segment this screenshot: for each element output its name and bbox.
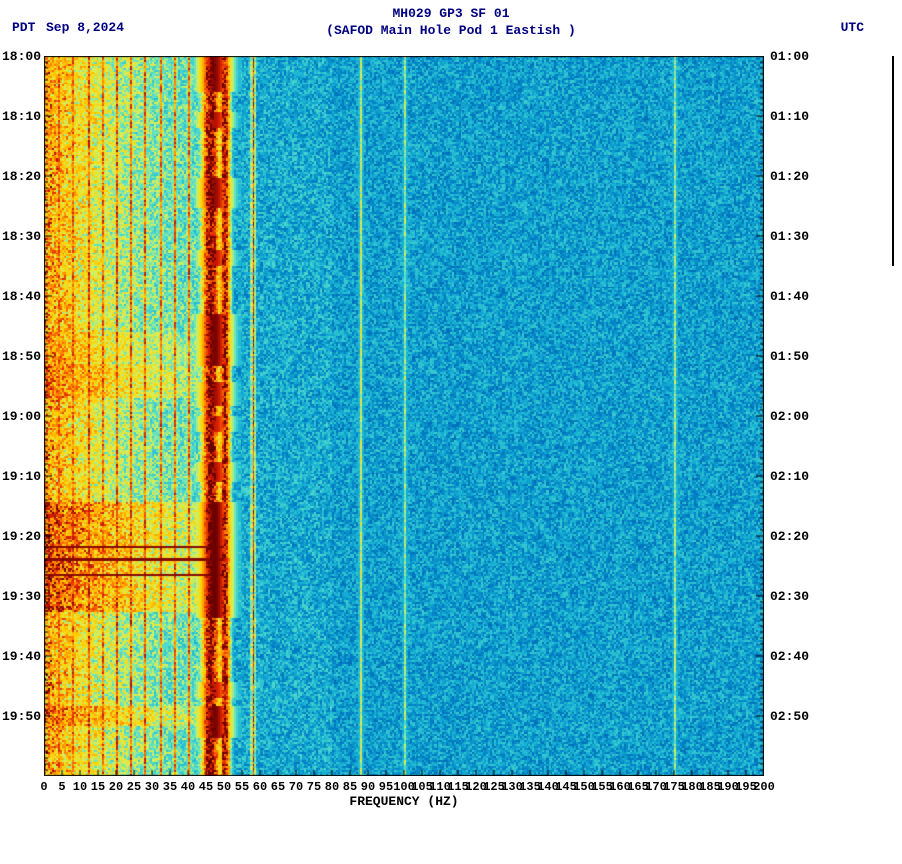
x-tick-label: 55 xyxy=(235,780,249,794)
y-right-tick-label: 01:40 xyxy=(770,289,809,304)
y-left-tick-label: 18:30 xyxy=(2,229,41,244)
chart-title: MH029 GP3 SF 01 xyxy=(0,6,902,21)
x-tick-label: 60 xyxy=(253,780,267,794)
y-right-tick-label: 02:40 xyxy=(770,649,809,664)
y-right-tick-label: 02:30 xyxy=(770,589,809,604)
x-tick-label: 70 xyxy=(289,780,303,794)
y-left-tick-label: 18:20 xyxy=(2,169,41,184)
x-tick-label: 90 xyxy=(361,780,375,794)
y-left-tick-label: 18:40 xyxy=(2,289,41,304)
y-right-tick-label: 01:50 xyxy=(770,349,809,364)
y-left-tick-label: 18:50 xyxy=(2,349,41,364)
y-left-tick-label: 18:10 xyxy=(2,109,41,124)
x-tick-label: 20 xyxy=(109,780,123,794)
x-axis-title: FREQUENCY (HZ) xyxy=(349,794,458,809)
y-right-tick-label: 02:20 xyxy=(770,529,809,544)
y-left-tick-label: 19:50 xyxy=(2,709,41,724)
x-tick-label: 95 xyxy=(379,780,393,794)
y-left-tick-label: 19:30 xyxy=(2,589,41,604)
y-right-tick-label: 01:30 xyxy=(770,229,809,244)
y-left-tick-label: 19:10 xyxy=(2,469,41,484)
tz-left-label: PDT xyxy=(12,20,35,35)
y-left-tick-label: 18:00 xyxy=(2,49,41,64)
y-right-tick-label: 02:50 xyxy=(770,709,809,724)
x-tick-label: 5 xyxy=(58,780,65,794)
x-tick-label: 30 xyxy=(145,780,159,794)
x-tick-label: 45 xyxy=(199,780,213,794)
spectrogram-plot xyxy=(44,56,764,776)
x-tick-label: 65 xyxy=(271,780,285,794)
chart-subtitle: (SAFOD Main Hole Pod 1 Eastish ) xyxy=(0,23,902,38)
y-left-tick-label: 19:20 xyxy=(2,529,41,544)
y-right-tick-label: 02:10 xyxy=(770,469,809,484)
x-tick-label: 35 xyxy=(163,780,177,794)
x-tick-label: 50 xyxy=(217,780,231,794)
x-tick-label: 0 xyxy=(40,780,47,794)
x-tick-label: 15 xyxy=(91,780,105,794)
spectrogram-canvas xyxy=(44,56,764,776)
date-label: Sep 8,2024 xyxy=(46,20,124,35)
y-right-tick-label: 01:00 xyxy=(770,49,809,64)
x-tick-label: 80 xyxy=(325,780,339,794)
y-left-tick-label: 19:40 xyxy=(2,649,41,664)
x-tick-label: 25 xyxy=(127,780,141,794)
x-tick-label: 200 xyxy=(753,780,775,794)
right-edge-bar xyxy=(892,56,894,266)
tz-right-label: UTC xyxy=(841,20,864,35)
y-right-tick-label: 01:10 xyxy=(770,109,809,124)
y-right-tick-label: 01:20 xyxy=(770,169,809,184)
x-tick-label: 10 xyxy=(73,780,87,794)
x-tick-label: 40 xyxy=(181,780,195,794)
y-left-tick-label: 19:00 xyxy=(2,409,41,424)
y-right-tick-label: 02:00 xyxy=(770,409,809,424)
x-tick-label: 85 xyxy=(343,780,357,794)
x-tick-label: 75 xyxy=(307,780,321,794)
